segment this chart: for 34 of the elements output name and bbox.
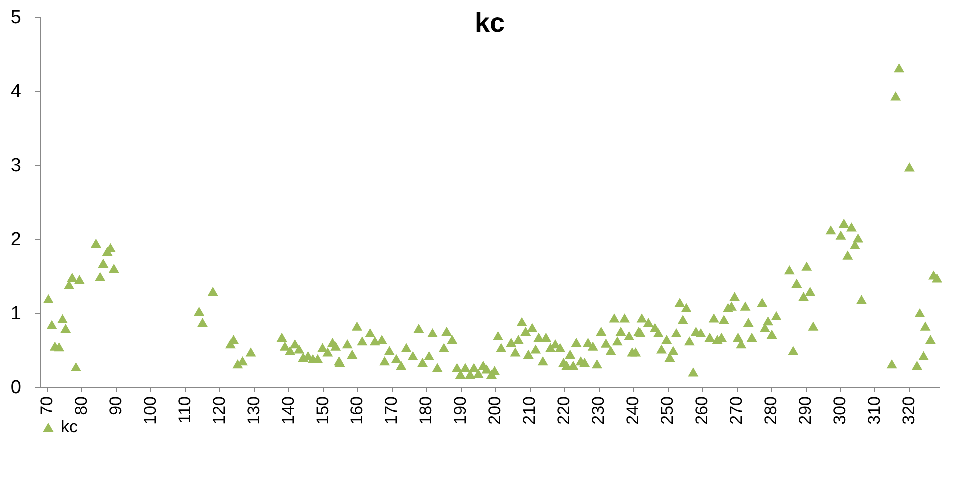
x-tick-label: 200 bbox=[486, 396, 505, 425]
x-tick-label: 130 bbox=[244, 396, 264, 425]
y-tick-label: 3 bbox=[10, 156, 22, 176]
x-tick-label: 160 bbox=[348, 396, 367, 425]
x-tick-label: 100 bbox=[140, 396, 160, 425]
y-tick-label: 4 bbox=[10, 82, 22, 102]
x-tick-label: 310 bbox=[864, 396, 884, 425]
legend-label: kc bbox=[61, 418, 78, 436]
y-tick-label: 0 bbox=[10, 378, 22, 398]
y-tick-label: 1 bbox=[10, 304, 22, 324]
x-tick-label: 220 bbox=[554, 396, 574, 425]
x-tick-label: 140 bbox=[278, 396, 298, 425]
chart-title: kc bbox=[474, 8, 506, 38]
x-tick-label: 260 bbox=[692, 396, 712, 425]
x-tick-label: 180 bbox=[416, 396, 436, 425]
x-tick-label: 270 bbox=[727, 396, 746, 425]
x-tick-label: 190 bbox=[451, 396, 470, 425]
x-tick-label: 90 bbox=[106, 396, 126, 416]
x-tick-label: 170 bbox=[382, 396, 402, 425]
x-tick-label: 290 bbox=[796, 396, 816, 425]
x-tick-label: 240 bbox=[624, 396, 643, 425]
x-tick-label: 110 bbox=[175, 396, 194, 424]
x-tick-label: 120 bbox=[210, 396, 229, 425]
y-tick-label: 5 bbox=[10, 8, 22, 28]
x-tick-label: 210 bbox=[520, 396, 540, 425]
x-tick-label: 70 bbox=[37, 396, 56, 416]
x-tick-label: 230 bbox=[589, 396, 608, 425]
x-tick-label: 300 bbox=[830, 396, 850, 425]
x-tick-label: 320 bbox=[899, 396, 918, 425]
x-tick-label: 280 bbox=[762, 396, 781, 425]
y-tick-label: 2 bbox=[10, 230, 22, 250]
x-tick-label: 150 bbox=[313, 396, 332, 425]
x-tick-label: 250 bbox=[658, 396, 678, 425]
x-tick-label: 80 bbox=[72, 396, 91, 416]
